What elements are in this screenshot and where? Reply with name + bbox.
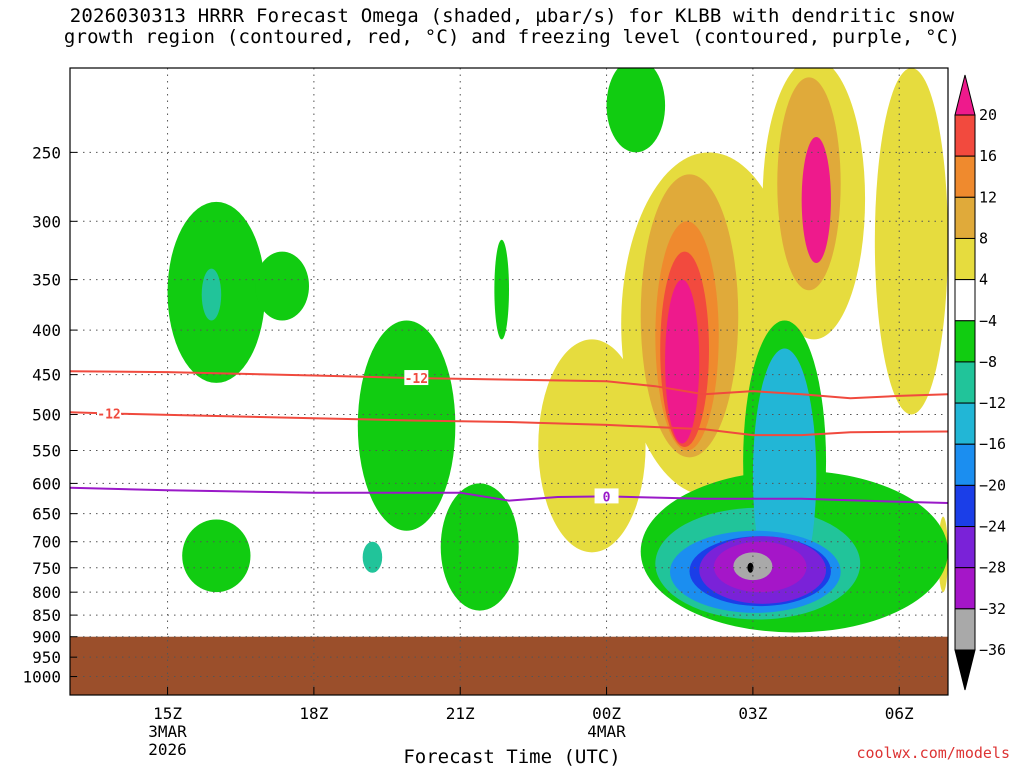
omega-region-2: [255, 251, 310, 321]
omega-shading: [167, 68, 948, 633]
pressure-axis: 250 300 350 400 450 500 550 600 650 700 750 800 850 9…: [22, 143, 77, 687]
colorbar-label-7: −12: [979, 394, 1006, 412]
ytick-label-600: 600: [32, 474, 61, 493]
ytick-label-950: 950: [32, 648, 61, 667]
x-axis-label: Forecast Time (UTC): [403, 746, 621, 768]
colorbar-box-9: [954, 484, 976, 528]
omega-region-1: [201, 268, 222, 321]
xtick-year-0: 2026: [148, 740, 187, 759]
chart-title: 2026030313 HRRR Forecast Omega (shaded, …: [0, 6, 1024, 48]
omega-region-3: [357, 320, 456, 531]
xtick-label-5: 06Z: [885, 704, 914, 723]
omega-region-18: [874, 68, 948, 415]
xtick-label-4: 03Z: [738, 704, 767, 723]
omega-region-14: [665, 279, 700, 444]
ytick-label-650: 650: [32, 505, 61, 524]
omega-region-7: [362, 541, 383, 573]
colorbar-label-3: 8: [979, 229, 988, 247]
ytick-label-300: 300: [32, 212, 61, 231]
dendritic-contour-0-label-bg: [97, 405, 122, 421]
omega-region-4: [494, 239, 509, 340]
freezing-level-contour: [70, 486, 948, 504]
omega-region-29: [747, 562, 754, 573]
omega-colorbar: 20 16 12 8 4 −4 −8 −12 −16 −20 −24 −28 −32 −36: [954, 74, 1006, 691]
xtick-label-0: 15Z: [153, 704, 182, 723]
colorbar-label-8: −16: [979, 435, 1006, 453]
colorbar-box-11: [954, 567, 976, 610]
xtick-label-1: 18Z: [299, 704, 328, 723]
dendritic-contour-0: [70, 411, 948, 437]
colorbar-box-4: [954, 279, 976, 322]
ytick-label-850: 850: [32, 606, 61, 625]
omega-region-6: [440, 483, 519, 611]
xtick-date-3: 4MAR: [587, 722, 626, 741]
colorbar-box-6: [954, 361, 976, 404]
colorbar-top-arrow: [954, 74, 976, 116]
omega-region-17: [801, 136, 831, 264]
omega-region-8: [606, 68, 666, 153]
colorbar-label-5: −4: [979, 312, 997, 330]
title-line-2: growth region (contoured, red, °C) and f…: [63, 26, 961, 48]
colorbar-label-12: −32: [979, 600, 1006, 618]
colorbar-box-8: [954, 443, 976, 486]
ytick-label-800: 800: [32, 583, 61, 602]
ytick-label-450: 450: [32, 366, 61, 385]
ytick-label-900: 900: [32, 628, 61, 647]
ytick-label-500: 500: [32, 405, 61, 424]
dendritic-contour-1: [70, 370, 948, 400]
colorbar-label-11: −28: [979, 559, 1006, 577]
title-line-1: 2026030313 HRRR Forecast Omega (shaded, …: [69, 5, 955, 27]
colorbar-label-4: 4: [979, 271, 988, 289]
colorbar-box-10: [954, 526, 976, 569]
colorbar-label-9: −20: [979, 476, 1006, 494]
colorbar-label-2: 12: [979, 188, 997, 206]
dendritic-contour-0-label: -12: [97, 407, 120, 422]
ytick-label-700: 700: [32, 533, 61, 552]
plot-frame: [69, 67, 949, 696]
ytick-label-400: 400: [32, 321, 61, 340]
colorbar-box-2: [954, 196, 976, 239]
colorbar-label-10: −24: [979, 518, 1006, 536]
omega-region-5: [182, 519, 251, 593]
ground-below-surface: [70, 636, 948, 695]
ytick-label-250: 250: [32, 143, 61, 162]
temperature-contours: -12 -12 0: [70, 370, 948, 505]
colorbar-label-13: −36: [979, 641, 1006, 659]
dendritic-contour-1-label-bg: [404, 370, 429, 386]
freezing-level-contour-label: 0: [603, 490, 611, 505]
colorbar-box-7: [954, 402, 976, 445]
freezing-level-contour-label-bg: [594, 488, 619, 504]
ytick-label-750: 750: [32, 559, 61, 578]
colorbar-box-1: [954, 155, 976, 198]
ytick-label-350: 350: [32, 271, 61, 290]
site-credit: coolwx.com/models: [856, 744, 1010, 762]
xtick-date-0: 3MAR: [148, 722, 187, 741]
ytick-label-550: 550: [32, 442, 61, 461]
colorbar-box-5: [954, 320, 976, 363]
colorbar-bottom-arrow: [954, 649, 976, 691]
colorbar-label-6: −8: [979, 353, 997, 371]
omega-region-9: [538, 339, 646, 553]
colorbar-box-0: [954, 114, 976, 157]
colorbar-label-1: 16: [979, 147, 997, 165]
colorbar-label-0: 20: [979, 106, 997, 124]
colorbar-box-12: [954, 608, 976, 651]
xtick-label-2: 21Z: [446, 704, 475, 723]
xtick-label-3: 00Z: [592, 704, 621, 723]
dendritic-contour-1-label: -12: [405, 372, 428, 387]
colorbar-box-3: [954, 237, 976, 281]
pressure-gridlines: [70, 68, 948, 695]
ytick-label-1000: 1000: [22, 668, 61, 687]
